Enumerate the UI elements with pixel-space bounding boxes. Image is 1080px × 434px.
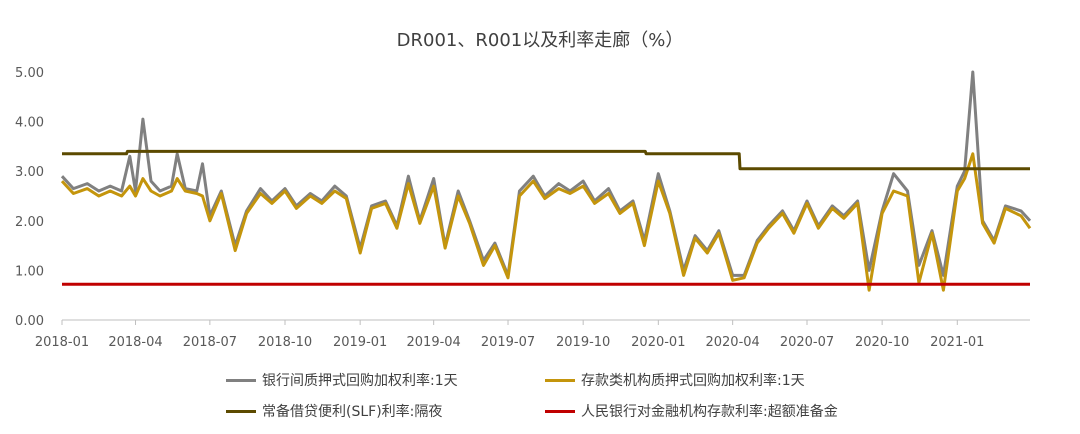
- x-tick-label: 2018-07: [183, 335, 237, 350]
- x-tick-label: 2020-07: [780, 335, 834, 350]
- x-tick-label: 2020-01: [631, 335, 685, 350]
- x-tick-label: 2019-01: [333, 335, 387, 350]
- legend-swatch: [226, 409, 256, 413]
- y-tick-label: 5.00: [15, 66, 44, 81]
- legend-item-excess-reserve: 人民银行对金融机构存款利率:超额准备金: [545, 401, 838, 421]
- chart-title: DR001、R001以及利率走廊（%）: [396, 30, 684, 51]
- x-tick-label: 2019-07: [481, 335, 535, 350]
- x-tick-labels: 2018-01 2018-04 2018-07 2018-10 2019-01 2019-…: [35, 320, 984, 350]
- legend-swatch: [545, 409, 575, 413]
- y-tick-label: 2.00: [15, 215, 44, 230]
- legend-swatch: [226, 378, 256, 382]
- legend-item-depository: 存款类机构质押式回购加权利率:1天: [545, 370, 805, 390]
- y-tick-label: 0.00: [15, 314, 44, 329]
- x-tick-label: 2019-04: [407, 335, 461, 350]
- y-tick-labels: 0.00 1.00 2.00 3.00 4.00 5.00: [15, 66, 44, 329]
- legend-label: 银行间质押式回购加权利率:1天: [262, 373, 458, 389]
- x-tick-label: 2020-04: [705, 335, 759, 350]
- legend-item-interbank: 银行间质押式回购加权利率:1天: [226, 370, 458, 390]
- series-lines: [60, 70, 1032, 292]
- x-tick-label: 2021-01: [930, 335, 984, 350]
- x-tick-label: 2018-10: [258, 335, 312, 350]
- series-line-slf: [62, 149, 1030, 171]
- series-line-depository: [60, 152, 1032, 292]
- y-tick-label: 1.00: [15, 264, 44, 279]
- x-tick-label: 2019-10: [556, 335, 610, 350]
- legend-label: 人民银行对金融机构存款利率:超额准备金: [581, 404, 838, 420]
- legend-label: 常备借贷便利(SLF)利率:隔夜: [262, 404, 443, 420]
- x-tick-label: 2020-10: [855, 335, 909, 350]
- legend-swatch: [545, 378, 575, 382]
- series-line-interbank: [60, 70, 1032, 277]
- legend-item-slf: 常备借贷便利(SLF)利率:隔夜: [226, 401, 442, 421]
- y-tick-label: 4.00: [15, 116, 44, 131]
- y-tick-label: 3.00: [15, 165, 44, 180]
- legend-label: 存款类机构质押式回购加权利率:1天: [581, 373, 805, 389]
- x-tick-label: 2018-04: [108, 335, 162, 350]
- x-tick-label: 2018-01: [35, 335, 89, 350]
